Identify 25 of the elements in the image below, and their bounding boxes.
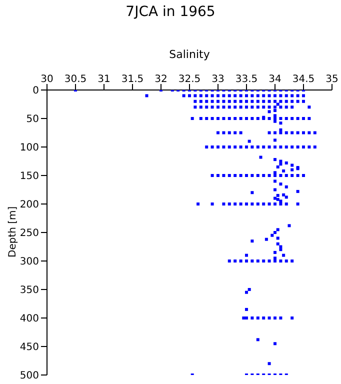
- y-axis-title: Depth [m]: [8, 206, 19, 258]
- x-tick-label: 34.5: [292, 74, 315, 85]
- y-tick-label: 400: [20, 314, 39, 325]
- x-tick-label: 32: [154, 74, 168, 85]
- y-tick-label: 250: [20, 228, 39, 240]
- x-tick-label: 33: [212, 74, 224, 85]
- y-tick-label: 0: [32, 86, 39, 97]
- x-axis-title: Salinity: [169, 48, 210, 61]
- x-tick-label: 31: [98, 74, 110, 85]
- y-tick-label: 200: [20, 200, 39, 211]
- x-tick-label: 33.5: [235, 74, 258, 85]
- y-tick-label: 350: [20, 285, 39, 296]
- y-tick-label: 300: [20, 256, 39, 268]
- chart-title: 7JCA in 1965: [124, 4, 216, 20]
- x-tick-label: 32.5: [178, 74, 201, 85]
- y-tick-label: 100: [20, 142, 39, 154]
- y-tick-label: 150: [20, 171, 39, 182]
- y-tick-label: 50: [26, 114, 39, 126]
- x-tick-label: 34: [268, 74, 282, 85]
- y-tick-label: 500: [20, 370, 39, 382]
- x-tick-label: 35: [326, 74, 338, 85]
- x-tick-label: 30: [40, 74, 54, 85]
- x-tick-label: 31.5: [121, 74, 144, 85]
- x-tick-label: 30.5: [64, 74, 87, 85]
- y-tick-label: 450: [20, 342, 39, 354]
